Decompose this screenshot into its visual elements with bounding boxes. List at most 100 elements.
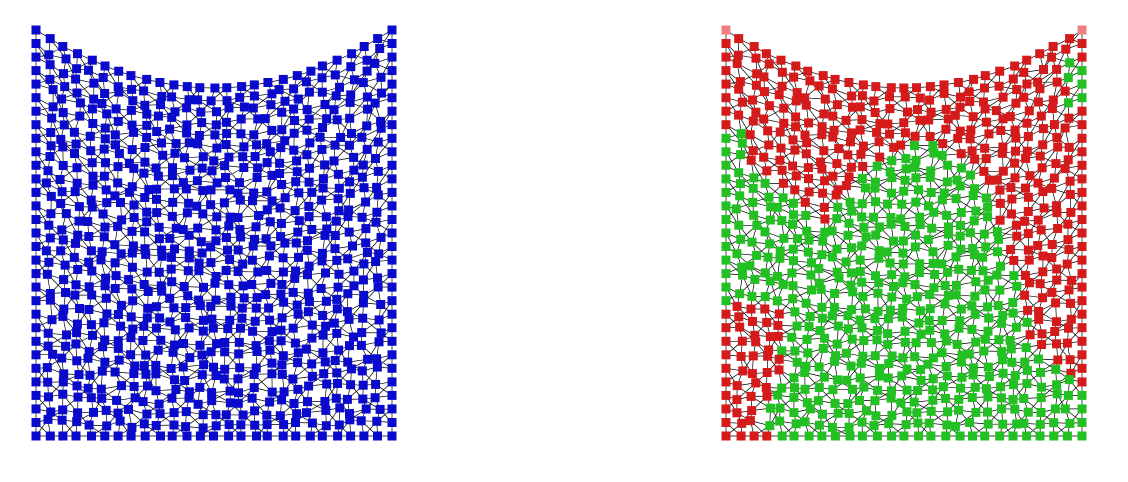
mesh-node <box>169 303 179 313</box>
mesh-node <box>99 232 109 242</box>
mesh-node <box>57 94 67 104</box>
mesh-node <box>830 398 840 408</box>
mesh-node <box>83 217 93 226</box>
mesh-node <box>914 431 924 441</box>
mesh-node <box>762 318 772 327</box>
mesh-node <box>942 177 952 187</box>
mesh-node <box>883 314 893 324</box>
mesh-node <box>981 384 991 394</box>
mesh-node <box>803 163 813 173</box>
mesh-node <box>940 329 950 339</box>
mesh-node <box>166 364 176 373</box>
mesh-node <box>926 188 936 197</box>
mesh-node <box>277 360 287 370</box>
mesh-node <box>827 311 837 321</box>
mesh-node <box>800 368 810 377</box>
mesh-node <box>954 405 964 415</box>
mesh-node <box>224 420 234 430</box>
mesh-node <box>971 277 981 287</box>
mesh-node <box>775 246 785 256</box>
mesh-node <box>72 88 82 98</box>
mesh-node <box>1063 235 1073 245</box>
mesh-node <box>225 212 235 222</box>
mesh-node <box>858 162 868 171</box>
mesh-node <box>1023 192 1033 202</box>
mesh-node <box>778 280 788 290</box>
mesh-node <box>1063 98 1073 108</box>
mesh-node <box>373 166 383 176</box>
mesh-node <box>219 198 229 208</box>
mesh-node <box>928 353 938 363</box>
mesh-node <box>128 241 138 251</box>
mesh-node <box>58 235 68 245</box>
mesh-node <box>1077 242 1087 251</box>
mesh-node <box>1064 323 1073 333</box>
mesh-node <box>857 174 867 183</box>
mesh-node <box>86 246 96 256</box>
mesh-node <box>955 316 965 326</box>
mesh-node <box>222 96 232 106</box>
mesh-node <box>98 209 108 219</box>
mesh-node <box>198 410 208 420</box>
mesh-node <box>956 207 966 217</box>
mesh-node <box>334 345 344 355</box>
mesh-node <box>344 227 354 237</box>
mesh-node <box>387 242 397 251</box>
mesh-node <box>304 212 314 222</box>
mesh-node <box>998 368 1008 378</box>
mesh-node <box>250 234 259 244</box>
mesh-node <box>952 339 962 349</box>
mesh-node <box>951 280 961 290</box>
mesh-node <box>859 382 869 392</box>
mesh-node <box>1077 363 1087 373</box>
mesh-node <box>855 373 865 383</box>
mesh-node <box>979 346 989 356</box>
mesh-node <box>361 224 371 234</box>
mesh-node <box>760 304 770 314</box>
mesh-node <box>943 240 953 250</box>
mesh-node <box>333 431 343 441</box>
mesh-node <box>221 173 230 182</box>
mesh-node <box>346 431 356 441</box>
mesh-node <box>344 314 354 324</box>
mesh-node <box>58 42 68 51</box>
mesh-node <box>1077 404 1087 414</box>
mesh-node <box>348 241 357 251</box>
mesh-node <box>289 84 299 94</box>
mesh-node <box>1007 209 1016 219</box>
mesh-node <box>1021 183 1030 193</box>
mesh-node <box>113 82 123 92</box>
mesh-node <box>778 193 788 203</box>
mesh-node <box>1052 389 1062 399</box>
mesh-node <box>939 88 949 98</box>
mesh-node <box>197 163 207 173</box>
mesh-node <box>813 396 823 406</box>
mesh-node <box>356 416 366 426</box>
mesh-node <box>129 382 139 391</box>
mesh-node <box>793 234 802 244</box>
mesh-node <box>124 275 134 285</box>
mesh-node <box>745 130 755 140</box>
mesh-node <box>1077 147 1087 157</box>
mesh-node <box>855 267 865 277</box>
mesh-node <box>871 230 881 240</box>
mesh-node <box>140 157 150 167</box>
mesh-node <box>875 152 885 162</box>
mesh-node <box>31 120 41 130</box>
mesh-node <box>88 171 98 181</box>
mesh-node <box>901 154 911 163</box>
mesh-node <box>1077 160 1087 170</box>
mesh-node <box>1077 255 1087 265</box>
mesh-node <box>73 392 83 402</box>
mesh-node <box>772 202 782 212</box>
mesh-node <box>126 71 136 81</box>
mesh-node <box>370 58 380 68</box>
mesh-node <box>818 344 828 353</box>
mesh-node <box>971 206 981 216</box>
mesh-node <box>305 163 314 173</box>
mesh-node <box>31 363 41 373</box>
mesh-node <box>289 399 299 408</box>
mesh-node <box>759 114 769 124</box>
mesh-node <box>1077 390 1087 400</box>
mesh-node <box>870 351 880 361</box>
